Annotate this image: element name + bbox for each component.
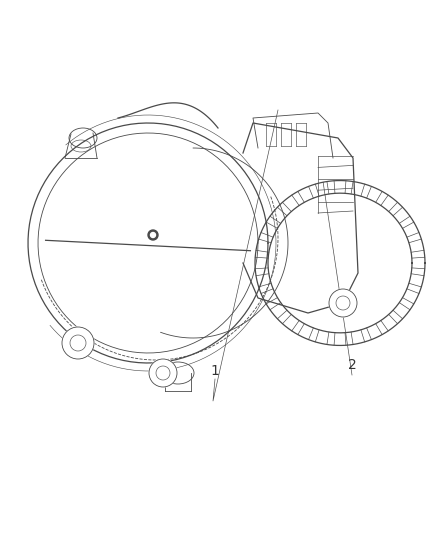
Text: 2: 2 — [348, 358, 357, 372]
Circle shape — [149, 359, 177, 387]
Circle shape — [62, 327, 94, 359]
Circle shape — [151, 232, 155, 238]
Circle shape — [148, 230, 158, 240]
Circle shape — [329, 289, 357, 317]
Text: 1: 1 — [211, 364, 219, 378]
